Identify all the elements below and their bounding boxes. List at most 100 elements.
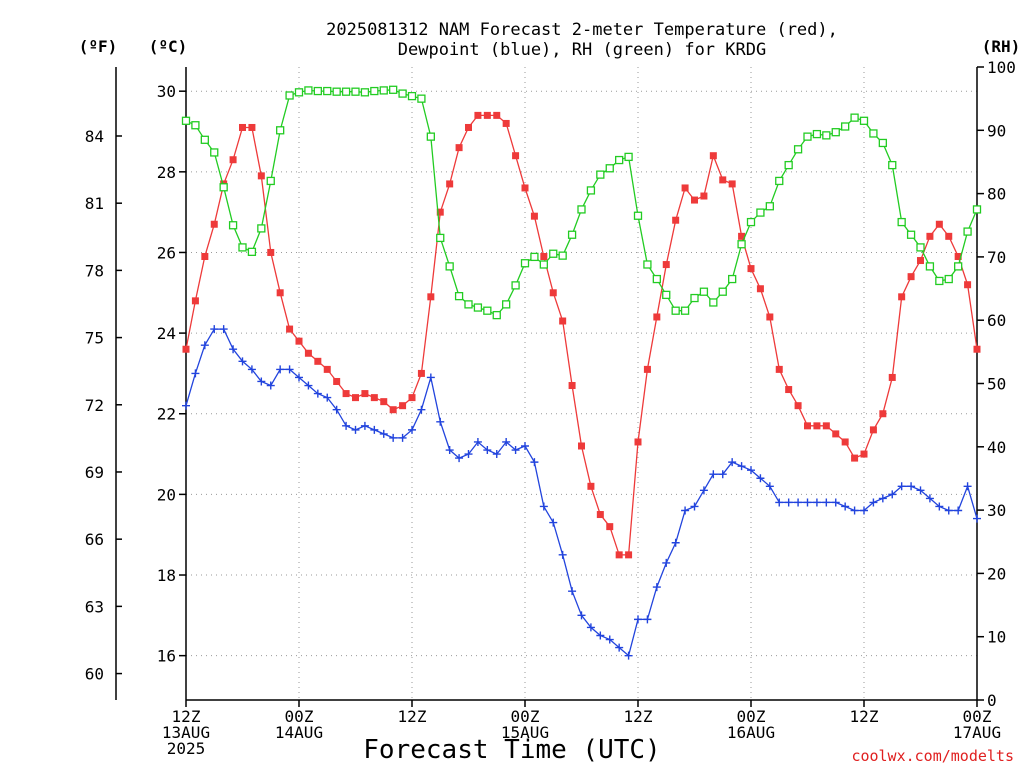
rh-point [850,113,859,122]
rh-point [728,274,737,284]
rh-point [483,306,492,315]
rh-point [916,243,925,252]
rh-point [624,152,633,162]
temperature-point [785,386,793,394]
temperature-point [756,285,764,293]
x-tick-label: 15AUG [501,723,549,742]
dewpoint-point [332,405,341,414]
rh-point [520,259,530,268]
fahrenheit-tick-label: 84 [85,127,104,146]
temperature-line [185,114,978,556]
temperature-point [747,265,755,273]
temperature-point [945,232,953,240]
rh-point [803,132,812,141]
temperature-point [794,402,802,410]
temperature-point [427,293,435,301]
rh-point [436,233,445,243]
rh-point [445,262,454,271]
x-tick-label: 00Z [963,707,992,726]
temperature-point [389,406,397,414]
rh-point [492,310,501,320]
dewpoint-point [455,454,464,463]
dewpoint-point [295,373,303,382]
temperature-point [672,216,680,224]
temperature-point [596,511,604,519]
temperature-point [738,232,746,240]
temperature-point [625,551,633,559]
rh-point [605,164,614,173]
x-tick-label: 14AUG [275,723,323,742]
rh-tick-label: 60 [987,311,1006,330]
temperature-point [210,220,218,228]
dewpoint-point [521,441,529,450]
fahrenheit-tick-label: 75 [85,329,104,348]
temperature-point [521,184,529,192]
rh-point [756,208,765,217]
temperature-point [239,123,246,131]
rh-point [200,135,209,144]
temperature-point [257,172,265,180]
temperature-point [841,438,849,446]
rh-point [341,87,351,96]
rh-tick-label: 40 [987,438,1006,457]
temperature-point [954,252,962,260]
dewpoint-point [360,421,369,430]
dewpoint-point [812,498,821,507]
temperature-point [869,426,877,434]
fahrenheit-tick-label: 69 [85,463,104,482]
rh-point [285,91,294,100]
temperature-point [606,523,614,531]
temperature-point [568,382,576,390]
rh-tick-label: 0 [987,691,997,710]
rh-point [266,176,275,186]
temperature-point [182,345,190,353]
rh-unit-label: (RH) [982,37,1021,56]
temperature-point [229,156,237,164]
fahrenheit-tick-label: 60 [85,665,104,684]
x-axis-title: Forecast Time (UTC) [363,735,660,765]
temperature-point [888,373,896,381]
rh-point [596,170,605,179]
data-series [181,85,982,660]
rh-point [210,148,219,157]
temperature-point [587,482,595,490]
rh-point [652,274,661,284]
temperature-point [549,289,557,297]
rh-point [878,138,887,148]
rh-point [426,132,435,141]
dewpoint-point [878,494,887,503]
temperature-point [201,252,209,260]
rh-point [869,129,878,138]
rh-point [972,205,982,214]
fahrenheit-tick-label: 72 [85,396,104,415]
x-tick-label: 2025 [167,739,206,758]
temperature-point [465,123,472,131]
temperature-point [352,394,359,402]
temperature-series [182,111,981,559]
temperature-point [455,144,463,152]
dewpoint-point [756,474,765,483]
rh-point [662,290,671,300]
dewpoint-point [285,365,294,374]
dewpoint-point [257,377,266,386]
rh-point [191,121,200,130]
temperature-point [898,293,906,301]
dewpoint-point [313,389,322,398]
temperature-point [474,111,482,119]
celsius-tick-label: 18 [157,566,176,585]
temperature-point [333,377,341,385]
dewpoint-point [473,437,482,446]
dewpoint-point [426,373,435,382]
rh-point [718,287,727,296]
dewpoint-point [247,365,256,374]
rh-point [370,86,379,96]
rh-point [680,306,690,315]
dewpoint-point [709,470,718,479]
rh-line [185,89,978,316]
dewpoint-point [445,446,454,455]
fahrenheit-tick-label: 66 [85,530,104,549]
temperature-point [436,208,444,216]
temperature-point [417,369,425,377]
dewpoint-point [200,341,209,350]
